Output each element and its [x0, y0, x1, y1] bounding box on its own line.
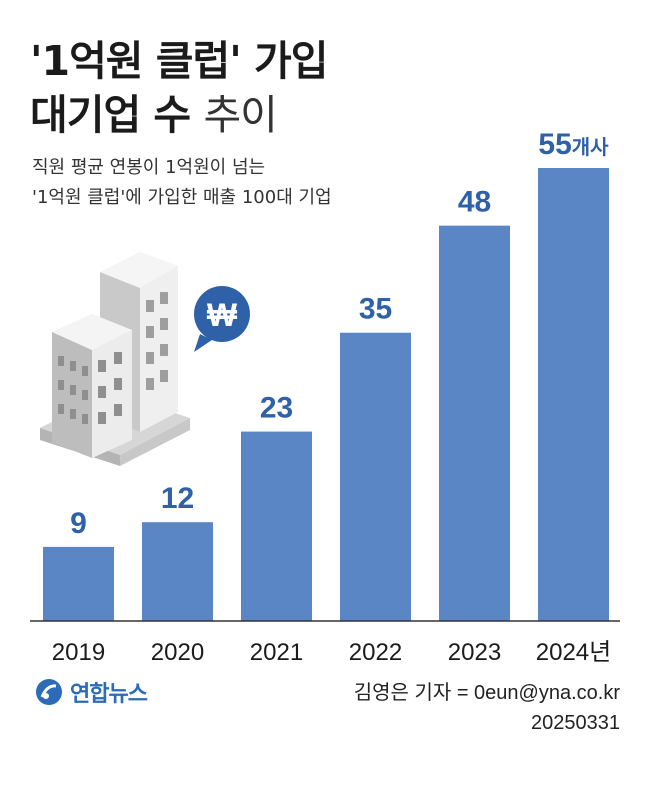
- title-line-2-light: 추이: [203, 91, 277, 139]
- x-label-2021: 2021: [250, 639, 303, 666]
- bar-2019: [43, 546, 114, 621]
- value-label-2021: 23: [260, 392, 293, 425]
- subtitle-line-1: 직원 평균 연봉이 1억원이 넘는: [32, 157, 266, 178]
- publish-date: 20250331: [531, 712, 620, 734]
- won-sign-icon: ₩: [194, 286, 250, 352]
- yonhap-logo: 연합뉴스: [34, 676, 148, 708]
- reporter-credit: 김영은 기자 = 0eun@yna.co.kr: [353, 682, 620, 704]
- chart-subtitle: 직원 평균 연봉이 1억원이 넘는 '1억원 클럽'에 가입한 매출 100대 …: [32, 153, 332, 213]
- value-label-2023: 48: [458, 186, 491, 219]
- yonhap-globe-icon: [36, 679, 62, 705]
- x-label-2024: 2024년: [536, 639, 611, 666]
- x-label-2023: 2023: [448, 639, 501, 666]
- logo-text: 연합뉴스: [70, 682, 148, 707]
- office-building-icon: [40, 252, 190, 466]
- value-label-2020: 12: [161, 482, 194, 515]
- title-line-2: 대기업 수 추이: [30, 88, 328, 142]
- value-label-2024: 55개사: [538, 128, 609, 161]
- value-label-2022: 35: [359, 293, 392, 326]
- credit-block: 김영은 기자 = 0eun@yna.co.kr 20250331: [354, 678, 620, 738]
- value-labels-group: 9 12 23 35 48 55개사: [70, 128, 609, 540]
- chart-title: '1억원 클럽' 가입 대기업 수 추이: [30, 34, 328, 142]
- title-line-1: '1억원 클럽' 가입: [30, 37, 328, 85]
- value-unit-label: 개사: [572, 136, 609, 159]
- x-label-2019: 2019: [52, 639, 105, 666]
- bars-group: [43, 168, 609, 621]
- title-line-2-bold: 대기업 수: [30, 91, 191, 139]
- bar-2024: [538, 168, 609, 621]
- bar-2022: [340, 332, 411, 621]
- bar-2021: [241, 431, 312, 621]
- x-axis-labels-group: 2019 2020 2021 2022 2023 2024년: [52, 639, 611, 666]
- bar-2020: [142, 522, 213, 621]
- bar-2023: [439, 225, 510, 621]
- x-label-2020: 2020: [151, 639, 204, 666]
- x-label-2022: 2022: [349, 639, 402, 666]
- subtitle-line-2: '1억원 클럽'에 가입한 매출 100대 기업: [32, 187, 332, 208]
- value-label-2019: 9: [70, 507, 87, 540]
- won-sign-glyph: ₩: [207, 297, 238, 333]
